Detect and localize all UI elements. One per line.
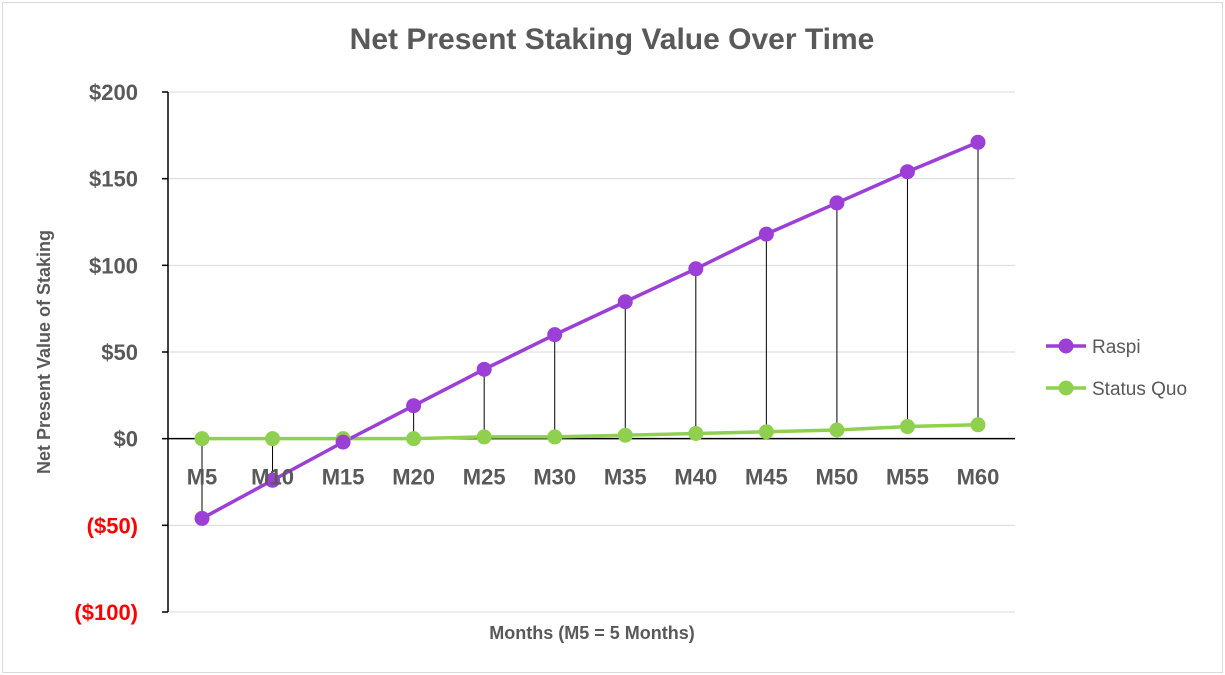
y-tick-label: $200 [89,80,138,105]
x-axis-label: Months (M5 = 5 Months) [489,623,695,643]
data-point-raspi [617,294,633,310]
x-tick-label: M25 [463,465,506,490]
y-tick-label: ($100) [74,600,138,625]
y-tick-label: $150 [89,167,138,192]
data-point-status-quo [547,429,563,445]
data-point-status-quo [476,429,492,445]
data-point-raspi [476,361,492,377]
data-point-raspi [899,164,915,180]
x-tick-label: M50 [816,465,859,490]
x-tick-label: M5 [187,465,218,490]
data-point-raspi [406,398,422,414]
x-tick-label: M60 [957,465,1000,490]
data-point-raspi [265,472,281,488]
data-point-status-quo [688,425,704,441]
x-tick-label: M15 [322,465,365,490]
data-point-status-quo [617,427,633,443]
y-axis-label: Net Present Value of Staking [34,230,54,474]
y-tick-labels: $200 $150 $100 $50 $0 ($50) ($100) [74,80,138,625]
data-point-status-quo [758,424,774,440]
x-tick-label: M20 [392,465,435,490]
x-tick-label: M55 [886,465,929,490]
data-point-raspi [758,226,774,242]
x-tick-label: M40 [674,465,717,490]
legend-label: Raspi [1092,337,1141,358]
legend-label: Status Quo [1092,379,1187,400]
legend-swatch-marker [1058,338,1074,354]
x-tick-label: M35 [604,465,647,490]
data-point-status-quo [406,431,422,447]
series-group [194,134,986,526]
data-point-raspi [547,327,563,343]
data-point-status-quo [829,422,845,438]
chart-title: Net Present Staking Value Over Time [350,23,875,56]
drop-lines [201,142,979,519]
legend-swatch-marker [1058,380,1074,396]
data-point-raspi [194,510,210,526]
series-line-status-quo [202,423,979,441]
x-tick-labels: M5 M10 M15 M20 M25 M30 M35 M40 M45 M50 M55 M60 [187,465,1000,490]
y-tick-label: ($50) [87,513,138,538]
data-point-raspi [688,261,704,277]
data-point-raspi [829,195,845,211]
x-tick-label: M30 [533,465,576,490]
data-point-status-quo [194,431,210,447]
y-tick-label: $0 [114,427,138,452]
legend: Raspi Status Quo [1046,337,1187,400]
data-point-raspi [335,434,351,450]
data-point-status-quo [899,419,915,435]
series-line-raspi [201,140,979,520]
data-point-status-quo [970,417,986,433]
y-tick-label: $50 [101,340,138,365]
gridlines [168,91,1015,613]
data-point-status-quo [265,431,281,447]
y-tick-label: $100 [89,253,138,278]
x-tick-label: M45 [745,465,788,490]
x-tick-label: M10 [251,465,294,490]
data-point-raspi [970,134,986,150]
